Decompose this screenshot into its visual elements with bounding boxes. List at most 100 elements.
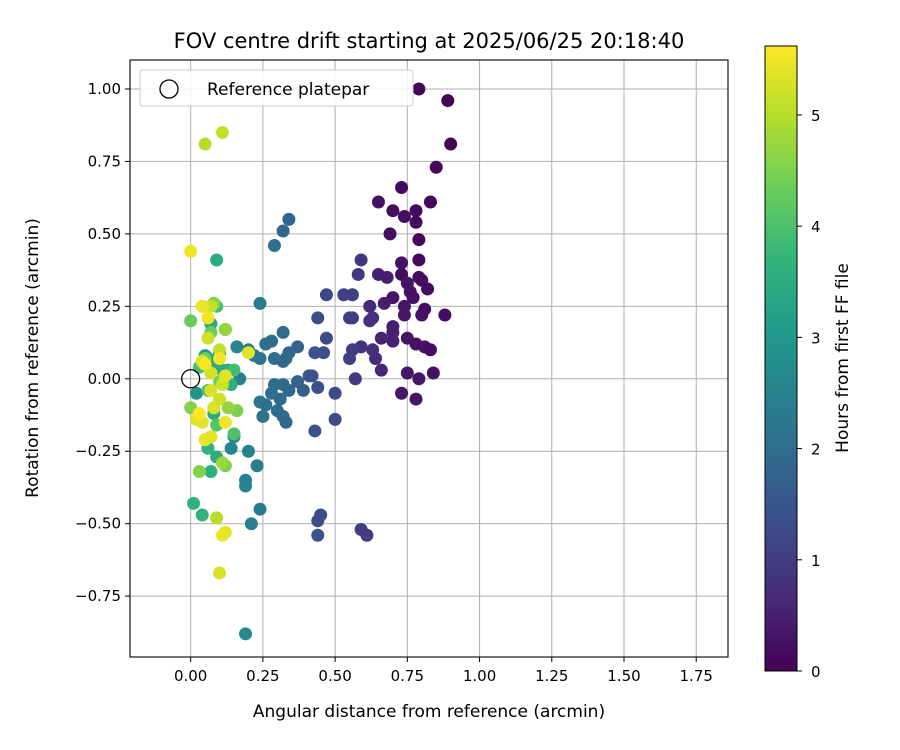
y-tick-label: −0.75 xyxy=(75,587,121,605)
x-tick-label: 0.00 xyxy=(174,667,207,685)
x-tick-label: 1.25 xyxy=(535,667,568,685)
legend: Reference platepar xyxy=(139,69,414,107)
data-point xyxy=(215,125,229,139)
data-point xyxy=(345,288,359,302)
y-tick-label: 1.00 xyxy=(88,80,121,98)
chart-title: FOV centre drift starting at 2025/06/25 … xyxy=(174,29,685,53)
data-point xyxy=(195,508,209,522)
x-tick-label: 0.75 xyxy=(391,667,424,685)
x-tick-label: 1.00 xyxy=(463,667,496,685)
data-point xyxy=(296,383,310,397)
data-point xyxy=(184,314,198,328)
data-point xyxy=(230,340,244,354)
data-point xyxy=(218,323,232,337)
data-point xyxy=(395,386,409,400)
y-axis-label: Rotation from reference (arcmin) xyxy=(23,218,43,498)
data-point xyxy=(253,296,267,310)
data-point xyxy=(256,409,270,423)
data-point xyxy=(409,215,423,229)
data-point xyxy=(239,479,253,493)
data-point xyxy=(253,502,267,516)
data-point xyxy=(311,311,325,325)
data-point xyxy=(201,311,215,325)
data-point xyxy=(374,363,388,377)
data-point xyxy=(276,224,290,238)
data-point xyxy=(377,296,391,310)
colorbar-tick-label: 0 xyxy=(811,663,821,681)
colorbar-tick-label: 3 xyxy=(811,329,821,347)
data-point xyxy=(244,517,258,531)
data-points xyxy=(184,82,458,641)
data-point xyxy=(308,424,322,438)
data-point xyxy=(311,528,325,542)
y-tick-label: 0.25 xyxy=(88,297,121,315)
data-point xyxy=(198,357,212,371)
data-point xyxy=(421,282,435,296)
data-point xyxy=(438,308,452,322)
data-point xyxy=(415,308,429,322)
data-point xyxy=(210,511,224,525)
data-point xyxy=(380,270,394,284)
data-point xyxy=(215,456,229,470)
y-tick-label: 0.50 xyxy=(88,225,121,243)
data-point xyxy=(282,212,296,226)
data-point xyxy=(224,441,238,455)
data-point xyxy=(412,372,426,386)
data-point xyxy=(239,627,253,641)
x-tick-label: 1.50 xyxy=(607,667,640,685)
data-point xyxy=(279,352,293,365)
data-point xyxy=(259,337,273,351)
data-point xyxy=(305,369,319,383)
x-axis-label: Angular distance from reference (arcmin) xyxy=(253,702,605,722)
data-point xyxy=(213,566,227,580)
data-point xyxy=(400,366,414,380)
data-point xyxy=(204,430,218,444)
data-point xyxy=(210,253,224,267)
data-point xyxy=(279,415,293,429)
x-tick-label: 0.25 xyxy=(246,667,279,685)
data-point xyxy=(397,308,411,322)
data-point xyxy=(423,195,437,209)
data-point xyxy=(273,392,287,406)
data-point xyxy=(218,369,232,383)
data-point xyxy=(201,331,215,345)
data-point xyxy=(386,204,400,218)
data-point xyxy=(207,401,221,415)
data-point xyxy=(348,372,362,386)
data-point xyxy=(374,331,388,345)
data-point xyxy=(319,331,333,345)
data-point xyxy=(423,343,437,357)
data-point xyxy=(221,401,235,415)
data-point xyxy=(429,160,443,174)
y-tick-label: −0.25 xyxy=(75,442,121,460)
data-point xyxy=(363,314,377,328)
data-point xyxy=(412,82,426,96)
data-point xyxy=(276,325,290,339)
colorbar-tick-label: 5 xyxy=(811,107,821,125)
data-point xyxy=(409,392,423,406)
legend-marker-icon xyxy=(159,79,179,99)
y-tick-label: 0.00 xyxy=(88,370,121,388)
data-point xyxy=(412,253,426,267)
data-point xyxy=(218,415,232,429)
data-point xyxy=(328,386,342,400)
data-point xyxy=(213,352,227,365)
data-point xyxy=(360,528,374,542)
data-point xyxy=(253,352,267,365)
data-point xyxy=(354,253,368,267)
y-tick-label: −0.50 xyxy=(75,515,121,533)
data-point xyxy=(444,137,458,151)
colorbar-label: Hours from first FF file xyxy=(833,263,853,453)
data-point xyxy=(184,244,198,258)
colorbar-tick-label: 1 xyxy=(811,552,821,570)
colorbar-tick-label: 4 xyxy=(811,218,821,236)
data-point xyxy=(369,352,383,365)
data-point xyxy=(259,398,273,412)
y-tick-label: 0.75 xyxy=(88,152,121,170)
legend-box xyxy=(139,69,414,107)
data-point xyxy=(227,427,241,441)
data-point xyxy=(395,181,409,195)
data-point xyxy=(351,267,365,281)
data-point xyxy=(386,334,400,348)
